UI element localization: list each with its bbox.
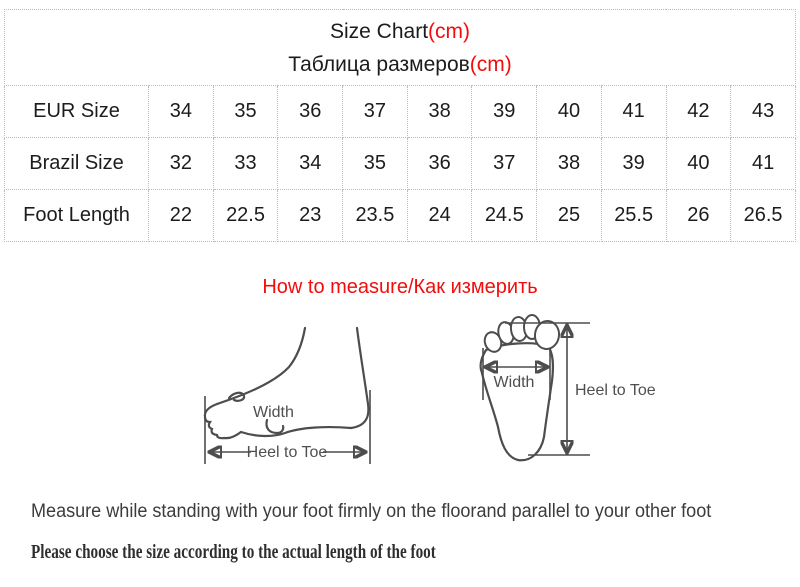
foot-length-cell: 22.5 xyxy=(212,189,279,242)
brazil-size-row: Brazil Size 32 33 34 35 36 37 38 39 40 4… xyxy=(4,137,796,190)
foot-length-cell: 23.5 xyxy=(342,189,408,242)
foot-length-cell: 25.5 xyxy=(600,189,667,242)
foot-side-sole-outline xyxy=(239,425,353,438)
side-width-label: Width xyxy=(253,404,294,421)
big-toe xyxy=(533,320,561,350)
eur-cell: 39 xyxy=(471,85,538,138)
side-heel-to-toe-label: Heel to Toe xyxy=(247,444,328,461)
eur-cell: 40 xyxy=(536,85,602,138)
foot-length-cell: 22 xyxy=(148,189,214,242)
foot-length-row: Foot Length 22 22.5 23 23.5 24 24.5 25 2… xyxy=(4,189,796,242)
row-label-foot-length: Foot Length xyxy=(4,189,149,242)
table-title-ru: Таблица размеров(cm) xyxy=(5,48,795,81)
row-label-eur: EUR Size xyxy=(4,85,149,138)
instep-curl-mark xyxy=(227,391,246,402)
eur-cell: 37 xyxy=(342,85,408,138)
table-title-row: Size Chart(cm) Таблица размеров(cm) xyxy=(4,9,796,86)
brazil-cell: 35 xyxy=(342,137,408,190)
title-en-unit: (cm) xyxy=(428,19,471,43)
choose-size-note: Please choose the size according to the … xyxy=(31,541,436,563)
eur-cell: 42 xyxy=(665,85,732,138)
eur-cell: 36 xyxy=(277,85,344,138)
brazil-cell: 33 xyxy=(212,137,279,190)
brazil-cell: 40 xyxy=(665,137,732,190)
foot-length-cell: 23 xyxy=(277,189,344,242)
brazil-cell: 36 xyxy=(406,137,473,190)
foot-length-cell: 24 xyxy=(406,189,473,242)
title-ru-text: Таблица размеров xyxy=(288,52,470,76)
foot-length-cell: 26 xyxy=(665,189,732,242)
eur-cell: 43 xyxy=(730,85,796,138)
eur-cell: 35 xyxy=(212,85,279,138)
title-en-text: Size Chart xyxy=(329,19,429,43)
size-table: Size Chart(cm) Таблица размеров(cm) EUR … xyxy=(4,9,796,242)
foot-length-cell: 26.5 xyxy=(730,189,796,242)
brazil-cell: 34 xyxy=(277,137,344,190)
width-hook-mark xyxy=(265,418,285,435)
foot-side-toes-outline xyxy=(203,402,243,440)
eur-size-row: EUR Size 34 35 36 37 38 39 40 41 42 43 xyxy=(4,85,796,138)
brazil-cell: 41 xyxy=(730,137,796,190)
title-ru-unit: (cm) xyxy=(469,52,512,76)
footprint-sole-outline xyxy=(479,342,555,462)
eur-cell: 38 xyxy=(406,85,473,138)
top-heel-to-toe-label: Heel to Toe xyxy=(575,382,656,399)
brazil-cell: 38 xyxy=(536,137,602,190)
brazil-cell: 32 xyxy=(148,137,214,190)
row-label-brazil: Brazil Size xyxy=(4,137,149,190)
measure-instruction-note: Measure while standing with your foot fi… xyxy=(31,501,712,522)
top-width-label: Width xyxy=(494,374,535,391)
table-title-cell: Size Chart(cm) Таблица размеров(cm) xyxy=(4,9,796,86)
foot-side-heel-outline xyxy=(349,326,370,430)
foot-top-view-diagram: Width Heel to Toe xyxy=(479,314,656,462)
eur-cell: 34 xyxy=(148,85,214,138)
eur-cell: 41 xyxy=(600,85,667,138)
brazil-cell: 37 xyxy=(471,137,538,190)
how-to-measure-heading: How to measure/Как измерить xyxy=(262,276,538,298)
foot-length-cell: 25 xyxy=(536,189,602,242)
foot-length-cell: 24.5 xyxy=(471,189,538,242)
foot-side-view-diagram: Width Heel to Toe xyxy=(203,326,371,464)
table-title-en: Size Chart(cm) xyxy=(5,15,795,48)
brazil-cell: 39 xyxy=(600,137,667,190)
foot-side-instep-outline xyxy=(215,326,307,406)
